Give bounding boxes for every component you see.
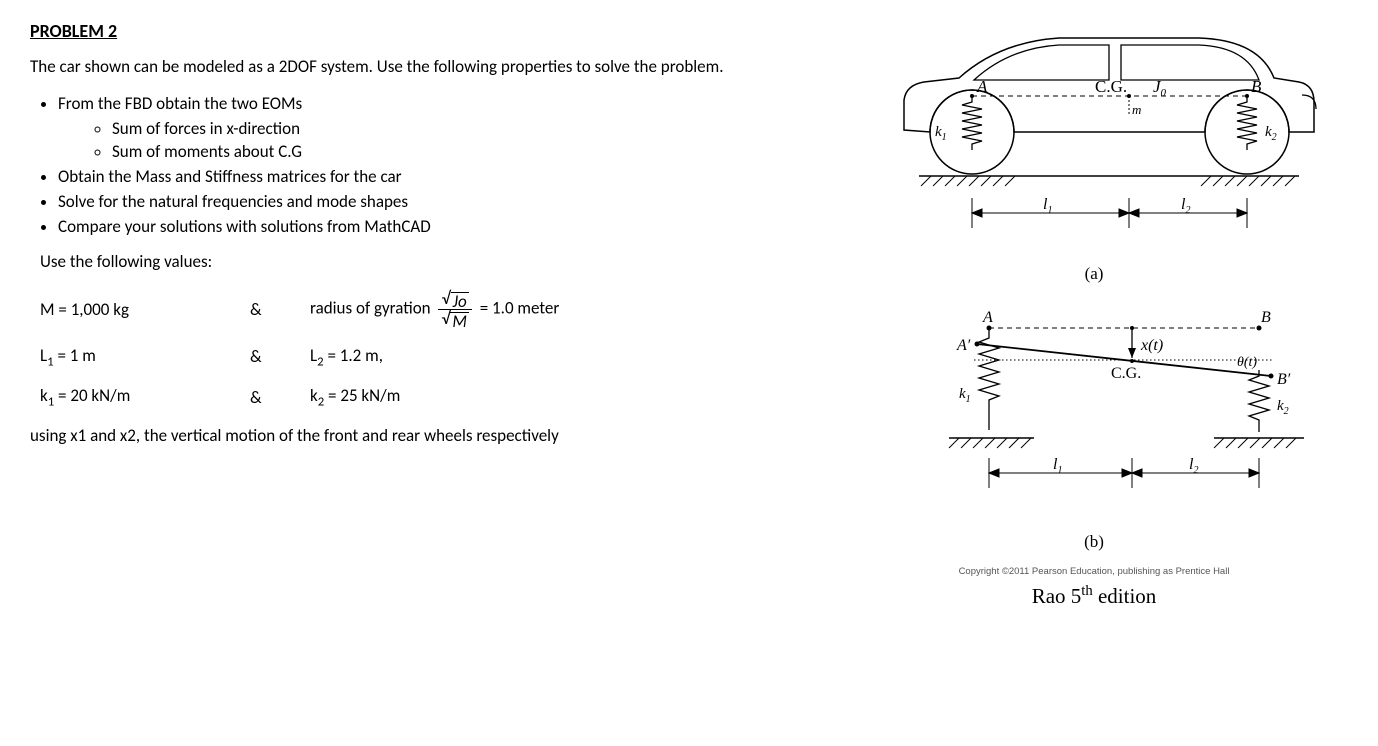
figure-container: A C.G. J0 B m k1 k2 [859, 30, 1329, 609]
figure-b-caption: (b) [859, 532, 1329, 552]
figure-edition: Rao 5th edition [859, 583, 1329, 609]
label-CG: C.G. [1095, 77, 1127, 96]
value-mass: M = 1,000 kg [40, 299, 250, 320]
rg-prefix: radius of gyration [310, 297, 431, 318]
figure-a-svg: A C.G. J0 B m k1 k2 [859, 30, 1329, 260]
bullet-list: From the FBD obtain the two EOMs Sum of … [58, 93, 820, 237]
value-row-3: k1 = 20 kN/m & k2 = 25 kN/m [40, 385, 820, 409]
label-k1: k1 [935, 124, 947, 143]
bullet-2: Obtain the Mass and Stiffness matrices f… [58, 166, 820, 187]
amp-2: & [250, 346, 310, 367]
bullet-1: From the FBD obtain the two EOMs [58, 93, 820, 114]
value-l1: L1 = 1 m [40, 345, 250, 369]
value-l2: L2 = 1.2 m, [310, 345, 820, 369]
bullet-4: Compare your solutions with solutions fr… [58, 216, 820, 237]
label-A-b: A [982, 309, 993, 326]
bullet-1b: Sum of moments about C.G [112, 141, 820, 162]
value-k1: k1 = 20 kN/m [40, 385, 250, 409]
rg-num: Jo [451, 292, 469, 311]
rg-den: M [450, 312, 469, 331]
value-row-2: L1 = 1 m & L2 = 1.2 m, [40, 345, 820, 369]
label-B-b: B [1261, 309, 1271, 326]
label-xt: x(t) [1140, 337, 1163, 354]
label-k1-b: k1 [959, 386, 971, 405]
figure-a-caption: (a) [859, 264, 1329, 284]
value-k2: k2 = 25 kN/m [310, 385, 820, 409]
label-A: A [976, 77, 988, 96]
figure-b-svg: A B A′ B′ x(t) C.G. θ(t) k1 k2 [859, 298, 1329, 528]
amp-1: & [250, 299, 310, 320]
bullet-1a: Sum of forces in x-direction [112, 118, 820, 139]
closing-text: using x1 and x2, the vertical motion of … [30, 425, 820, 448]
label-theta: θ(t) [1237, 355, 1257, 370]
label-CG-b: C.G. [1111, 365, 1141, 382]
label-Aprime: A′ [956, 337, 971, 354]
figure-copyright: Copyright ©2011 Pearson Education, publi… [859, 566, 1329, 577]
rg-suffix: = 1.0 meter [480, 297, 560, 318]
bullet-3: Solve for the natural frequencies and mo… [58, 191, 820, 212]
amp-3: & [250, 387, 310, 408]
label-k2: k2 [1265, 124, 1277, 143]
use-values-heading: Use the following values: [40, 251, 820, 274]
values-block: M = 1,000 kg & radius of gyration √Jo √M… [40, 290, 820, 409]
label-m: m [1132, 102, 1141, 117]
label-Bprime: B′ [1277, 371, 1291, 388]
value-radius-gyration: radius of gyration √Jo √M = 1.0 meter [310, 290, 820, 329]
label-B: B [1251, 77, 1262, 96]
intro-text: The car shown can be modeled as a 2DOF s… [30, 56, 820, 79]
value-row-1: M = 1,000 kg & radius of gyration √Jo √M… [40, 290, 820, 329]
problem-title: PROBLEM 2 [30, 20, 820, 42]
label-k2-b: k2 [1277, 398, 1289, 417]
